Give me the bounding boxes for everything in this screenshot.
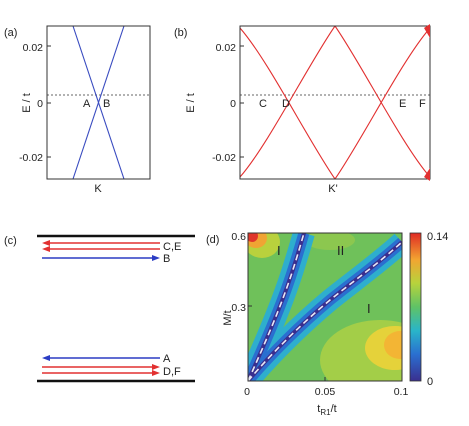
- panel-d-region-I-left: I: [277, 243, 281, 258]
- panel-b-point-D: D: [282, 98, 290, 110]
- panel-d-xlabel: tR1/t: [317, 403, 336, 417]
- panel-c-label-B: B: [163, 253, 170, 265]
- panel-b-marker-top: [424, 24, 430, 38]
- panel-c-arrow-bottom-1: [42, 364, 160, 370]
- panel-c-arrow-bottom-0: [42, 355, 160, 361]
- panel-c: (c) C,E B A D,F: [4, 234, 195, 383]
- panel-d-region-I-right: I: [367, 301, 371, 316]
- panel-a-point-B: B: [103, 98, 110, 110]
- panel-b-band-2: [240, 26, 430, 178]
- panel-b-ytick-0: 0.02: [216, 42, 237, 54]
- panel-b-label: (b): [174, 27, 187, 39]
- panel-c-arrow-top-2: [42, 255, 160, 261]
- panel-c-label-CE: C,E: [163, 241, 181, 253]
- panel-a-label: (a): [4, 27, 17, 39]
- panel-d: (d) M/t 0.6 0.3 I II: [206, 231, 448, 417]
- panel-d-ytick-0: 0.6: [231, 231, 246, 243]
- panel-a-ytick-2: -0.02: [19, 152, 43, 164]
- heatmap: [248, 233, 402, 381]
- panel-b-point-F: F: [419, 98, 426, 110]
- panel-d-ytick-1: 0.3: [231, 302, 246, 314]
- colorbar-min-label: 0: [427, 376, 433, 388]
- panel-a-ytick-0: 0.02: [23, 42, 44, 54]
- panel-b: (b) E / t 0.02 0 -0.02 C D E F K': [174, 24, 431, 195]
- panel-a-xlabel: K: [94, 183, 102, 195]
- panel-a-ytick-1: 0: [37, 98, 43, 110]
- colorbar: [409, 232, 422, 382]
- panel-b-ylabel: E / t: [185, 93, 197, 113]
- panel-b-marker-bottom: [424, 168, 430, 181]
- panel-b-point-C: C: [259, 98, 267, 110]
- panel-d-ylabel: M/t: [222, 310, 234, 325]
- panel-b-ytick-2: -0.02: [212, 152, 236, 164]
- colorbar-max-label: 0.14: [427, 231, 448, 243]
- panel-b-ytick-1: 0: [230, 98, 236, 110]
- panel-d-xtick-1: 0.05: [315, 386, 336, 398]
- panel-a-ylabel: E / t: [21, 93, 33, 113]
- panel-c-arrow-top-0: [42, 240, 160, 246]
- panel-b-xlabel: K': [328, 183, 337, 195]
- panel-b-band-1: [240, 27, 430, 179]
- panel-a-band-2: [72, 26, 125, 179]
- panel-d-region-II: II: [337, 243, 344, 258]
- panel-c-arrow-bottom-2: [42, 370, 160, 376]
- panel-c-label-A: A: [163, 353, 171, 365]
- panel-c-label: (c): [4, 235, 17, 247]
- panel-b-point-E: E: [399, 98, 406, 110]
- panel-d-label: (d): [206, 234, 219, 246]
- panel-d-xtick-2: 0.1: [394, 386, 409, 398]
- panel-c-arrow-top-1: [42, 246, 160, 252]
- panel-d-boundary-2: [248, 241, 402, 381]
- panel-a: (a) E / t 0.02 0 -0.02 A B K: [4, 25, 151, 195]
- panel-d-xtick-0: 0: [244, 386, 250, 398]
- panel-c-label-DF: D,F: [163, 366, 181, 378]
- panel-a-point-A: A: [83, 98, 91, 110]
